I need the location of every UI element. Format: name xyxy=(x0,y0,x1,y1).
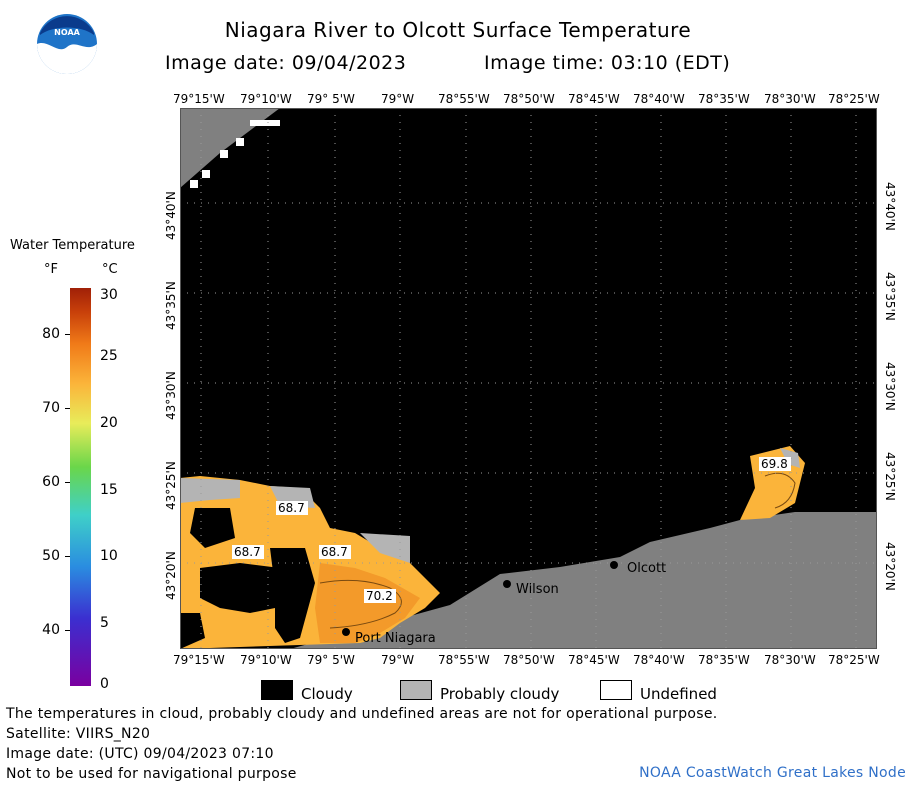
lon-label-top: 78°25'W xyxy=(828,92,880,106)
city-label: Wilson xyxy=(516,582,559,597)
lon-label-bottom: 79° 5'W xyxy=(307,653,355,667)
lat-label-left: 43°30'N xyxy=(164,371,178,420)
lat-label-left: 43°25'N xyxy=(164,461,178,510)
land-south xyxy=(290,512,877,649)
lon-label-bottom: 78°55'W xyxy=(438,653,490,667)
lat-label-right: 43°35'N xyxy=(883,272,897,321)
lon-label-top: 78°55'W xyxy=(438,92,490,106)
city-marker xyxy=(342,628,350,636)
temp-label: 70.2 xyxy=(366,589,393,603)
image-time: Image time: 03:10 (EDT) xyxy=(484,52,731,74)
temperature-map: 68.7 68.7 68.7 70.2 69.8 Port Niagara Wi… xyxy=(180,108,877,649)
lon-label-bottom: 78°45'W xyxy=(568,653,620,667)
logo-text: NOAA xyxy=(54,28,80,37)
image-date: Image date: 09/04/2023 xyxy=(165,52,407,74)
c-tick-label: 5 xyxy=(100,615,109,631)
lat-label-right: 43°40'N xyxy=(883,182,897,231)
lon-label-top: 78°45'W xyxy=(568,92,620,106)
lon-label-bottom: 78°35'W xyxy=(698,653,750,667)
lon-label-top: 78°50'W xyxy=(503,92,555,106)
lat-label-left: 43°40'N xyxy=(164,191,178,240)
lat-label-right: 43°25'N xyxy=(883,452,897,501)
unit-celsius: °C xyxy=(102,262,118,277)
lon-label-top: 79°15'W xyxy=(173,92,225,106)
lon-label-bottom: 78°50'W xyxy=(503,653,555,667)
c-tick-label: 0 xyxy=(100,676,109,692)
c-tick-label: 15 xyxy=(100,482,118,498)
unit-fahrenheit: °F xyxy=(44,262,58,277)
lon-label-top: 78°30'W xyxy=(764,92,816,106)
city-label: Olcott xyxy=(627,561,666,576)
lon-label-bottom: 78°40'W xyxy=(633,653,685,667)
lat-label-right: 43°30'N xyxy=(883,362,897,411)
page-title: Niagara River to Olcott Surface Temperat… xyxy=(224,18,692,42)
lon-label-top: 79° 5'W xyxy=(307,92,355,106)
temp-label: 68.7 xyxy=(321,545,348,559)
lon-label-top: 78°35'W xyxy=(698,92,750,106)
note-operational: The temperatures in cloud, probably clou… xyxy=(6,706,718,722)
lon-label-top: 78°40'W xyxy=(633,92,685,106)
note-navigation: Not to be used for navigational purpose xyxy=(6,766,297,782)
note-utc-date: Image date: (UTC) 09/04/2023 07:10 xyxy=(6,746,274,762)
lon-label-bottom: 78°25'W xyxy=(828,653,880,667)
f-tick-label: 60 xyxy=(42,474,60,490)
lon-label-bottom: 79°10'W xyxy=(240,653,292,667)
lon-label-top: 79°10'W xyxy=(240,92,292,106)
lon-label-bottom: 79°15'W xyxy=(173,653,225,667)
credit: NOAA CoastWatch Great Lakes Node xyxy=(639,765,906,781)
cloudy-label: Cloudy xyxy=(301,685,353,703)
city-marker xyxy=(610,561,618,569)
lat-label-right: 43°20'N xyxy=(883,542,897,591)
probably-cloudy-swatch xyxy=(400,680,432,700)
f-tick-label: 70 xyxy=(42,400,60,416)
lon-label-top: 79°W xyxy=(381,92,415,106)
city-label: Port Niagara xyxy=(355,631,436,646)
undefined-swatch xyxy=(600,680,632,700)
undefined-label: Undefined xyxy=(640,685,717,703)
c-tick-label: 25 xyxy=(100,348,118,364)
lon-label-bottom: 78°30'W xyxy=(764,653,816,667)
f-tick-label: 40 xyxy=(42,622,60,638)
city-marker xyxy=(503,580,511,588)
temperature-color-bar xyxy=(70,288,91,686)
lon-label-bottom: 79°W xyxy=(381,653,415,667)
land-northwest xyxy=(180,108,280,188)
lat-label-left: 43°35'N xyxy=(164,281,178,330)
legend-title: Water Temperature xyxy=(10,238,135,253)
temp-label: 68.7 xyxy=(278,501,305,515)
noaa-logo: NOAA xyxy=(37,14,97,74)
c-tick-label: 30 xyxy=(100,287,118,303)
probably-cloudy-label: Probably cloudy xyxy=(440,685,560,703)
cloudy-swatch xyxy=(261,680,293,700)
c-tick-label: 20 xyxy=(100,415,118,431)
f-tick-label: 80 xyxy=(42,326,60,342)
lat-label-left: 43°20'N xyxy=(164,551,178,600)
f-tick-label: 50 xyxy=(42,548,60,564)
note-satellite: Satellite: VIIRS_N20 xyxy=(6,726,151,742)
temp-label: 68.7 xyxy=(234,545,261,559)
temp-label: 69.8 xyxy=(761,457,788,471)
c-tick-label: 10 xyxy=(100,548,118,564)
